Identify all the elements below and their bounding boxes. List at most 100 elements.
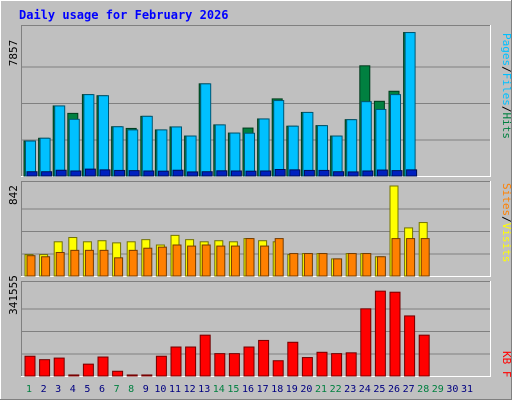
bar-pages-day-9 [143,170,155,177]
day-label: 23 [344,384,356,395]
bar-pages-day-11 [172,169,184,177]
day-label: 12 [184,384,196,395]
bar-kb-f-day-25 [374,290,386,377]
day-label: 9 [143,384,149,395]
bar-sites-day-15 [230,245,240,277]
bar-files-day-8 [127,129,139,177]
bar-kb-f-day-21 [316,351,328,377]
day-label: 8 [128,384,134,395]
bar-sites-day-26 [391,238,401,277]
bar-files-day-5 [83,94,95,177]
bar-pages-day-27 [406,169,418,177]
chart-title: Daily usage for February 2026 [19,8,229,22]
bar-pages-day-19 [289,169,301,177]
bar-files-day-23 [346,119,358,177]
bar-sites-day-8 [128,249,138,277]
bar-pages-day-1 [26,171,38,177]
bar-sites-day-7 [114,257,124,277]
bar-files-day-11 [171,126,182,177]
bar-sites-day-24 [362,253,372,277]
bar-kb-f-day-9 [141,374,153,377]
series-legend-label: Pages/Files/Hits [500,33,512,139]
y-max-label: 341555 [7,275,20,315]
day-label: 17 [257,384,269,395]
bar-kb-f-day-2 [39,359,51,377]
day-label: 1 [26,384,32,395]
bar-sites-day-28 [420,238,430,277]
bar-kb-f-day-24 [360,308,372,377]
bar-sites-day-19 [289,253,299,277]
bar-kb-f-day-16 [243,346,255,377]
bar-files-day-7 [112,126,124,177]
bar-pages-day-6 [99,169,111,177]
bar-files-day-13 [200,83,212,177]
series-legend-label: KB F [500,351,512,378]
bar-kb-f-day-28 [418,334,430,377]
bar-files-day-4 [68,118,80,177]
bar-sites-day-25 [376,256,386,277]
bar-kb-f-day-15 [228,353,240,377]
bar-pages-day-25 [376,169,388,177]
bar-pages-day-4 [70,170,82,177]
bar-kb-f-day-10 [155,355,167,377]
bar-kb-f-day-6 [97,356,109,377]
bar-pages-day-17 [260,170,272,177]
bar-kb-f-day-11 [170,346,182,377]
bar-kb-f-day-12 [185,346,197,377]
bar-files-day-25 [375,108,387,177]
bar-pages-day-3 [55,169,67,177]
day-label: 30 [446,384,458,395]
bar-sites-day-11 [172,244,182,277]
bar-files-day-14 [214,124,226,177]
bar-pages-day-7 [114,169,126,177]
bar-pages-day-21 [318,169,330,177]
day-label: 2 [41,384,47,395]
bar-kb-f-day-17 [258,339,270,377]
bar-sites-day-20 [303,253,313,277]
bar-kb-f-day-14 [214,353,226,377]
hits-files-pages-panel: 7857 Pages/Files/Hits [7,25,512,177]
bar-kb-f-day-3 [53,357,65,377]
bar-kb-f-day-4 [68,374,80,377]
bar-pages-day-10 [157,170,169,177]
day-label: 31 [461,384,473,395]
day-label: 15 [227,384,239,395]
bar-pages-day-20 [303,169,315,177]
day-label: 14 [213,384,225,395]
bar-sites-day-4 [70,249,80,277]
bar-pages-day-24 [362,170,374,177]
x-axis-day-labels: 1 2 3 4 5 6 7 8 9 10 11 12 13 14 15 16 17 18 19 20 21 22 23 24 2… [26,384,473,395]
bar-sites-day-13 [201,244,211,277]
bar-kb-f-day-18 [272,360,284,377]
bar-files-day-10 [156,129,168,177]
day-label: 19 [286,384,298,395]
day-label: 7 [114,384,120,395]
bar-sites-day-6 [99,249,109,277]
bar-pages-day-18 [274,168,286,177]
bar-sites-day-1 [26,255,36,277]
y-max-label: 7857 [7,40,20,67]
bar-kb-f-day-1 [24,355,36,377]
bar-files-day-12 [185,135,197,177]
bar-files-day-9 [141,115,153,177]
day-label: 6 [99,384,105,395]
bar-files-day-26 [390,94,401,177]
bar-files-day-16 [244,132,255,177]
bar-files-day-15 [229,132,241,177]
sites-visits-panel: 842 Sites/Visits [7,181,512,277]
bar-sites-day-14 [216,245,226,277]
bar-pages-day-2 [41,171,53,177]
bar-sites-day-9 [143,247,153,277]
bar-files-day-18 [273,100,285,177]
bar-kb-f-day-20 [301,357,313,377]
bar-kb-f-day-13 [199,334,211,377]
bar-pages-day-16 [245,170,257,177]
bar-pages-day-23 [347,171,359,177]
day-label: 16 [242,384,254,395]
bar-kb-f-day-8 [126,374,138,377]
bar-pages-day-13 [201,171,213,177]
day-label: 24 [359,384,371,395]
bar-kb-f-day-27 [404,315,416,377]
day-label: 10 [154,384,166,395]
bar-files-day-3 [54,105,66,177]
